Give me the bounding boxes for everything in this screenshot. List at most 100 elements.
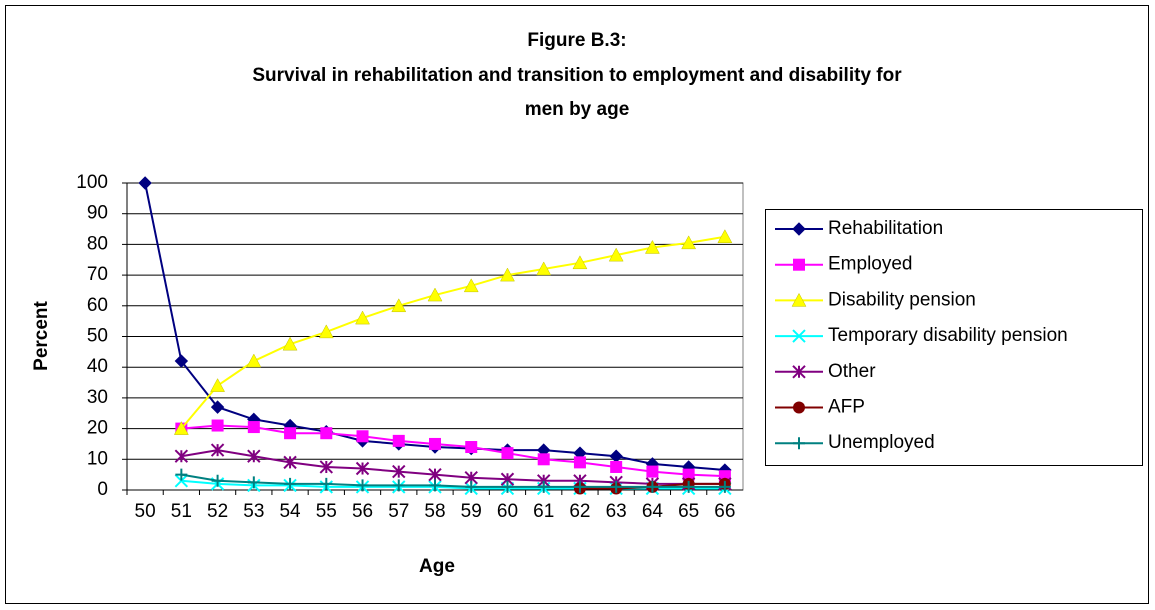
x-tick-label: 63 (606, 501, 627, 522)
data-point (717, 229, 733, 243)
y-tick-label: 90 (87, 203, 108, 224)
data-point (682, 468, 695, 481)
data-point (210, 378, 226, 392)
data-point (536, 261, 552, 276)
legend-marker (792, 365, 806, 379)
legend-marker (793, 437, 805, 450)
data-point (283, 455, 297, 470)
data-point (392, 479, 405, 492)
x-tick-label: 53 (243, 501, 264, 522)
data-point (572, 255, 588, 270)
y-tick-label: 10 (87, 448, 108, 469)
data-point (320, 477, 333, 490)
y-tick-label: 60 (87, 295, 108, 316)
data-point (682, 480, 695, 493)
data-point (284, 427, 297, 440)
data-point (247, 449, 261, 463)
data-point (174, 449, 189, 463)
x-tick-label: 60 (497, 501, 518, 522)
x-tick-label: 51 (171, 501, 192, 522)
data-point (608, 247, 624, 262)
data-point (284, 477, 297, 490)
legend-label: Temporary disability pension (828, 325, 1068, 346)
legend-marker (792, 222, 806, 236)
data-point (500, 267, 515, 282)
data-point (282, 336, 298, 351)
x-tick-label: 65 (678, 501, 699, 522)
x-tick-label: 52 (207, 501, 228, 522)
x-tick-label: 59 (461, 501, 482, 522)
data-point (392, 464, 406, 479)
series-line (181, 473, 725, 488)
data-point (246, 353, 262, 368)
legend-marker (792, 329, 806, 343)
data-point (610, 480, 623, 493)
x-tick-label: 66 (714, 501, 735, 522)
data-point (465, 441, 478, 454)
legend-marker (793, 258, 805, 271)
data-point (427, 287, 443, 302)
x-tick-label: 50 (135, 501, 156, 522)
data-point (247, 476, 260, 489)
data-point (392, 434, 405, 447)
data-point (247, 421, 260, 434)
data-point (210, 443, 225, 457)
data-point (646, 465, 659, 478)
data-point (138, 176, 152, 190)
data-point (211, 474, 224, 487)
data-point (465, 480, 478, 493)
x-tick-label: 57 (388, 501, 409, 522)
y-tick-label: 20 (87, 418, 108, 439)
data-point (501, 480, 514, 493)
legend-label: Rehabilitation (828, 218, 943, 239)
y-axis-label: Percent (31, 300, 52, 370)
legend-label: AFP (828, 397, 865, 418)
legend (765, 209, 1143, 466)
data-point (537, 480, 550, 493)
series-line (181, 449, 725, 485)
data-point (718, 480, 731, 493)
y-tick-label: 70 (87, 264, 108, 285)
data-point (318, 324, 334, 339)
data-point (174, 474, 189, 488)
data-point (173, 421, 189, 435)
series-line (180, 235, 726, 430)
data-point (174, 354, 189, 368)
x-tick-label: 55 (316, 501, 337, 522)
data-point (429, 437, 441, 450)
data-point (210, 400, 225, 414)
data-point (319, 460, 334, 474)
data-point (537, 453, 550, 466)
data-point (646, 480, 659, 493)
data-point (501, 447, 514, 460)
data-point (356, 479, 369, 492)
data-point (320, 427, 333, 440)
data-point (681, 235, 697, 250)
legend-label: Employed (828, 254, 913, 275)
x-tick-label: 54 (279, 501, 301, 522)
data-point (428, 467, 442, 482)
series-line (181, 424, 725, 478)
x-axis-label: Age (419, 556, 455, 577)
data-point (355, 461, 370, 476)
x-tick-label: 58 (424, 501, 445, 522)
y-tick-label: 30 (87, 387, 108, 408)
data-point (429, 479, 441, 492)
x-tick-label: 64 (642, 501, 664, 522)
y-tick-label: 50 (87, 326, 108, 347)
chart-title: men by age (525, 99, 630, 120)
x-tick-label: 56 (352, 501, 373, 522)
y-tick-label: 0 (97, 479, 108, 500)
y-tick-label: 80 (87, 233, 108, 254)
legend-label: Disability pension (828, 289, 976, 310)
data-point (175, 468, 188, 481)
x-tick-label: 62 (569, 501, 590, 522)
x-tick-label: 61 (533, 501, 554, 522)
legend-label: Other (828, 361, 876, 382)
legend-label: Unemployed (828, 432, 935, 453)
data-point (573, 480, 586, 493)
data-point (573, 456, 586, 469)
y-tick-label: 100 (76, 172, 108, 193)
data-point (211, 419, 224, 432)
